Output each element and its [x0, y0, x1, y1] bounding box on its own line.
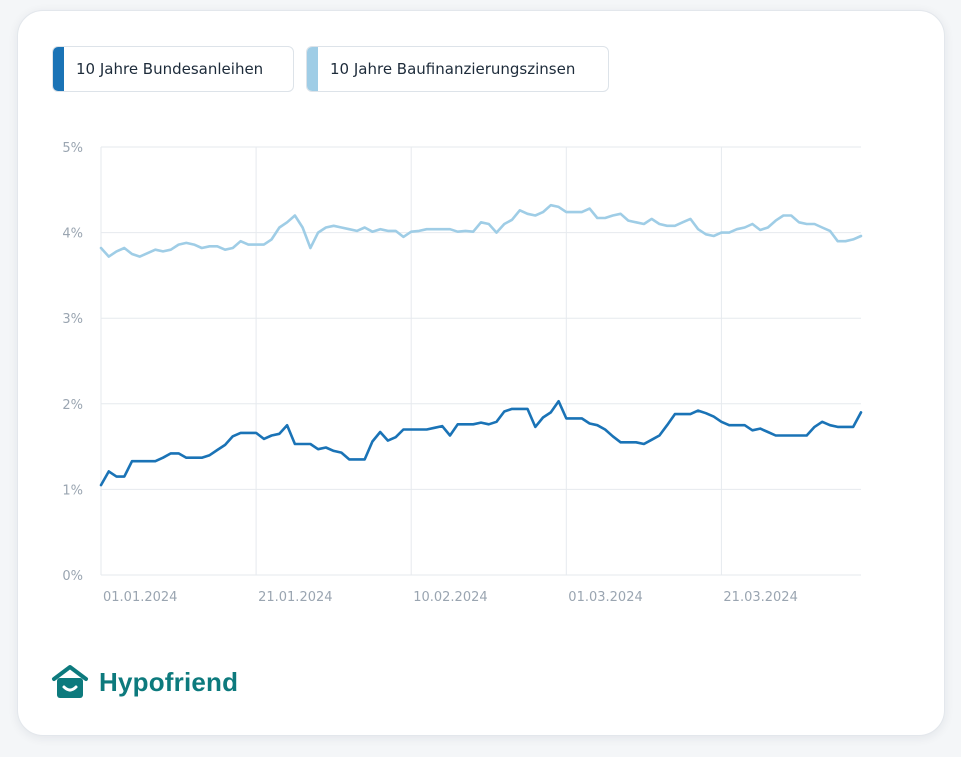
x-tick-label: 01.01.2024 [103, 590, 177, 605]
y-tick-label: 0% [62, 569, 83, 584]
y-tick-label: 4% [62, 227, 83, 242]
legend-item-bundesanleihen[interactable]: 10 Jahre Bundesanleihen [52, 46, 294, 92]
grid-lines [100, 146, 861, 576]
brand-name: Hypofriend [99, 666, 239, 697]
legend-label-baufinanzierungszinsen: 10 Jahre Baufinanzierungszinsen [330, 60, 576, 78]
legend-item-baufinanzierungszinsen[interactable]: 10 Jahre Baufinanzierungszinsen [306, 46, 609, 92]
series-line-bundesanleihen [99, 399, 863, 487]
legend-swatch-bundesanleihen [53, 47, 64, 91]
x-tick-label: 21.03.2024 [723, 590, 797, 605]
brand-logo: Hypofriend [51, 662, 238, 702]
y-axis-ticks: 0% 1% 2% 3% 4% 5% [62, 141, 83, 584]
x-tick-label: 21.01.2024 [258, 590, 332, 605]
x-tick-label: 10.02.2024 [413, 590, 487, 605]
series-line-baufinanzierungszinsen [99, 203, 863, 258]
y-tick-label: 5% [62, 141, 83, 156]
house-smile-icon [52, 665, 88, 698]
series-lines [99, 203, 863, 487]
legend-swatch-baufinanzierungszinsen [307, 47, 318, 91]
y-tick-label: 2% [62, 398, 83, 413]
y-tick-label: 1% [62, 483, 83, 498]
chart-card [17, 10, 945, 736]
legend-label-bundesanleihen: 10 Jahre Bundesanleihen [76, 60, 264, 78]
y-tick-label: 3% [62, 312, 83, 327]
x-tick-label: 01.03.2024 [568, 590, 642, 605]
x-axis-ticks: 01.01.2024 21.01.2024 10.02.2024 01.03.2024… [103, 590, 798, 605]
